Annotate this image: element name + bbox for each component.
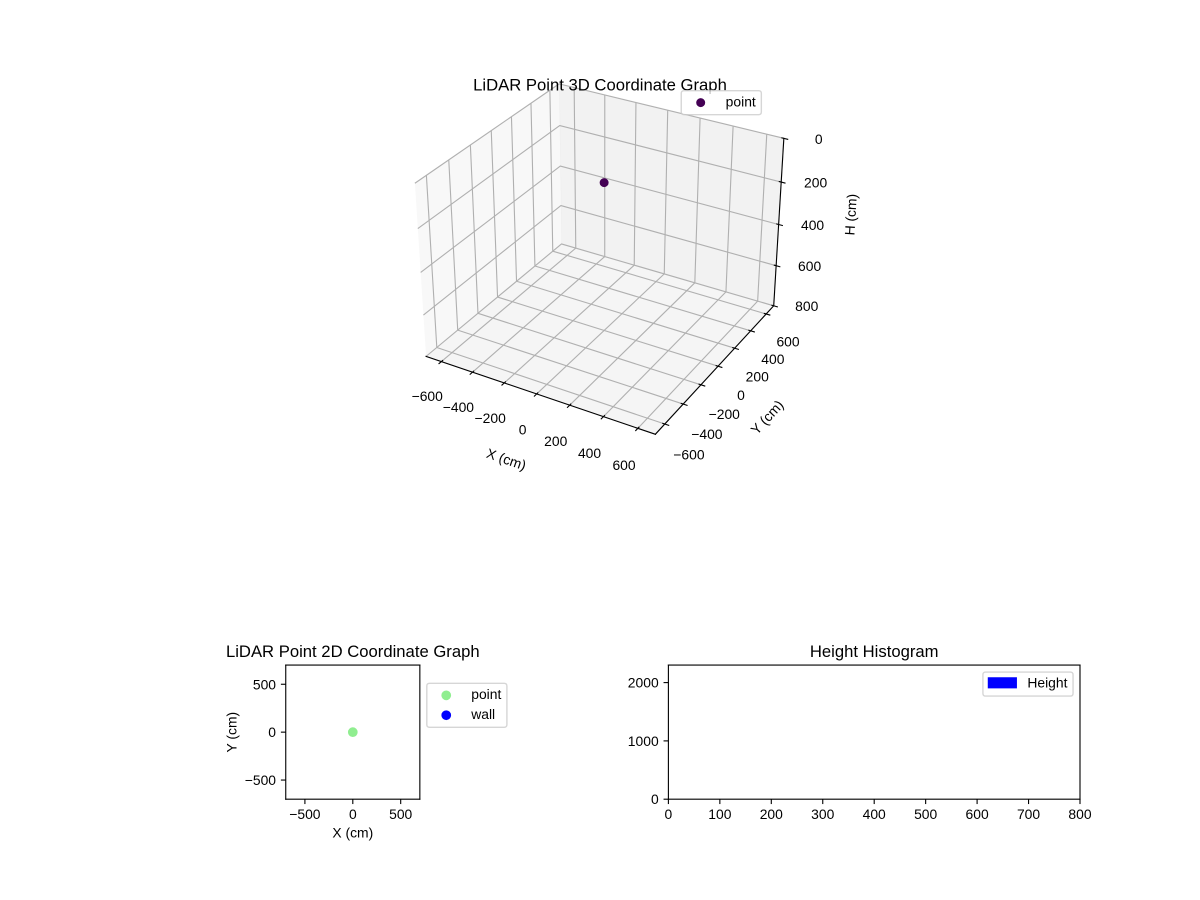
svg-text:Y (cm): Y (cm) — [223, 712, 239, 753]
svg-text:X (cm): X (cm) — [332, 824, 373, 840]
svg-text:600: 600 — [612, 457, 635, 473]
svg-text:800: 800 — [1068, 806, 1091, 822]
svg-text:−400: −400 — [443, 399, 475, 415]
svg-text:500: 500 — [253, 676, 276, 692]
svg-text:point: point — [471, 686, 501, 702]
svg-text:Height: Height — [1027, 675, 1067, 691]
svg-text:1000: 1000 — [628, 733, 659, 749]
svg-text:100: 100 — [708, 806, 731, 822]
svg-text:300: 300 — [811, 806, 834, 822]
svg-text:600: 600 — [776, 334, 799, 350]
svg-text:600: 600 — [966, 806, 989, 822]
svg-text:0: 0 — [519, 421, 527, 437]
svg-text:−500: −500 — [245, 772, 277, 788]
svg-text:400: 400 — [801, 217, 824, 233]
svg-text:200: 200 — [746, 369, 769, 385]
svg-text:0: 0 — [268, 724, 276, 740]
svg-text:point: point — [726, 93, 756, 109]
svg-text:−400: −400 — [691, 426, 723, 442]
svg-text:0: 0 — [737, 387, 745, 403]
svg-text:2000: 2000 — [628, 675, 659, 691]
svg-text:0: 0 — [815, 131, 823, 147]
svg-text:−200: −200 — [709, 406, 741, 422]
svg-text:800: 800 — [795, 298, 818, 314]
svg-text:400: 400 — [578, 445, 601, 461]
svg-text:0: 0 — [665, 806, 673, 822]
svg-text:LiDAR Point 2D Coordinate Grap: LiDAR Point 2D Coordinate Graph — [226, 642, 480, 661]
svg-text:500: 500 — [389, 806, 412, 822]
svg-text:200: 200 — [544, 433, 567, 449]
svg-text:0: 0 — [651, 791, 659, 807]
svg-text:−600: −600 — [673, 446, 705, 462]
svg-text:200: 200 — [804, 175, 827, 191]
svg-text:−600: −600 — [412, 388, 444, 404]
svg-text:200: 200 — [760, 806, 783, 822]
svg-text:400: 400 — [761, 351, 784, 367]
svg-text:−500: −500 — [289, 806, 321, 822]
svg-text:700: 700 — [1017, 806, 1040, 822]
svg-text:wall: wall — [470, 706, 495, 722]
svg-text:400: 400 — [863, 806, 886, 822]
svg-text:0: 0 — [349, 806, 357, 822]
svg-text:500: 500 — [914, 806, 937, 822]
svg-text:−200: −200 — [475, 410, 507, 426]
svg-text:600: 600 — [798, 258, 821, 274]
svg-text:H (cm): H (cm) — [841, 193, 859, 236]
svg-text:Height Histogram: Height Histogram — [810, 642, 939, 661]
